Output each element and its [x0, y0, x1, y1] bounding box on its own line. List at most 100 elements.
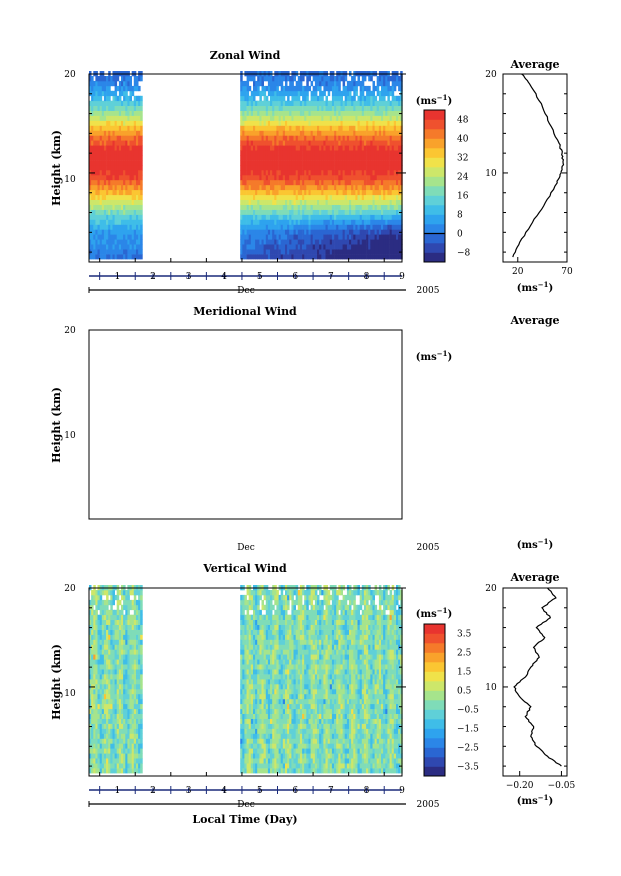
heatmap-cell	[327, 234, 331, 240]
heatmap-cell	[400, 115, 403, 121]
heatmap-cell	[321, 80, 324, 87]
heatmap-cell	[133, 120, 137, 126]
heatmap-cell	[325, 204, 328, 210]
heatmap-cell	[99, 753, 103, 759]
heatmap-cell	[101, 209, 105, 215]
heatmap-cell	[99, 165, 103, 171]
heatmap-cell	[353, 76, 356, 82]
heatmap-cell	[327, 105, 331, 111]
heatmap-cell	[370, 120, 373, 126]
heatmap-cell	[370, 249, 373, 255]
heatmap-cell	[265, 95, 269, 102]
heatmap-cell	[285, 80, 288, 87]
heatmap-cell	[304, 145, 307, 151]
heatmap-cell	[323, 135, 326, 141]
heatmap-cell	[270, 184, 273, 191]
heatmap-cell	[125, 80, 128, 87]
heatmap-cell	[363, 224, 367, 230]
heatmap-cell	[289, 229, 292, 235]
heatmap-cell	[129, 624, 132, 630]
heatmap-cell	[242, 145, 245, 151]
heatmap-cell	[370, 254, 373, 260]
heatmap-cell	[368, 140, 371, 146]
heatmap-cell	[265, 135, 269, 141]
heatmap-cell	[378, 229, 382, 235]
heatmap-cell	[374, 115, 378, 121]
heatmap-cell	[280, 155, 284, 161]
heatmap-cell	[334, 165, 337, 171]
heatmap-cell	[363, 184, 367, 191]
heatmap-cell	[385, 115, 388, 121]
heatmap-cell	[93, 204, 96, 210]
heatmap-cell	[93, 768, 96, 774]
heatmap-cell	[250, 244, 254, 250]
heatmap-cell	[118, 629, 122, 635]
heatmap-cell	[255, 209, 258, 215]
heatmap-cell	[244, 624, 247, 630]
heatmap-cell	[91, 763, 94, 769]
heatmap-cell	[106, 659, 109, 665]
heatmap-cell	[351, 184, 354, 191]
heatmap-cell	[363, 179, 367, 186]
heatmap-cell	[276, 110, 279, 116]
heatmap-cell	[108, 95, 111, 102]
heatmap-cell	[319, 174, 322, 181]
heatmap-cell	[331, 95, 335, 102]
heatmap-cell	[99, 604, 103, 611]
x-tick-label: 6	[292, 272, 298, 282]
heatmap-cell	[346, 170, 350, 176]
heatmap-cell	[244, 718, 247, 724]
heatmap-cell	[127, 95, 130, 102]
heatmap-cell	[263, 155, 267, 161]
heatmap-cell	[91, 703, 94, 710]
heatmap-cell	[110, 619, 113, 625]
heatmap-cell	[366, 229, 369, 235]
heatmap-cell	[349, 219, 352, 225]
heatmap-cell	[357, 219, 360, 225]
heatmap-cell	[95, 733, 98, 739]
heatmap-cell	[248, 659, 252, 665]
heatmap-cell	[116, 145, 120, 151]
heatmap-cell	[118, 199, 122, 205]
heatmap-cell	[110, 723, 113, 729]
heatmap-cell	[97, 639, 100, 645]
heatmap-cell	[368, 239, 371, 245]
heatmap-cell	[103, 85, 107, 92]
heatmap-cell	[95, 179, 98, 186]
heatmap-cell	[108, 204, 111, 210]
heatmap-cell	[106, 594, 109, 601]
heatmap-cell	[93, 599, 96, 606]
heatmap-cell	[353, 145, 356, 151]
heatmap-cell	[293, 76, 296, 82]
heatmap-cell	[244, 768, 247, 774]
heatmap-cell	[351, 249, 354, 255]
heatmap-cell	[267, 179, 271, 186]
heatmap-cell	[344, 189, 348, 196]
heatmap-cell	[250, 209, 254, 215]
heatmap-cell	[244, 604, 247, 611]
heatmap-cell	[257, 224, 260, 230]
heatmap-cell	[253, 120, 256, 126]
heatmap-cell	[265, 239, 269, 245]
heatmap-cell	[344, 219, 348, 225]
heatmap-cell	[259, 145, 262, 151]
heatmap-cell	[103, 150, 107, 156]
heatmap-cell	[396, 165, 399, 171]
heatmap-cell	[368, 150, 371, 156]
heatmap-cell	[259, 76, 262, 82]
heatmap-cell	[285, 130, 288, 136]
heatmap-cell	[372, 105, 375, 111]
heatmap-cell	[244, 649, 247, 655]
heatmap-cell	[276, 229, 279, 235]
heatmap-cell	[133, 748, 137, 754]
heatmap-cell	[244, 684, 247, 690]
heatmap-cell	[336, 194, 339, 200]
heatmap-cell	[242, 80, 245, 87]
heatmap-cell	[131, 728, 135, 734]
heatmap-cell	[240, 703, 243, 710]
heatmap-cell	[244, 659, 247, 665]
heatmap-cell	[280, 189, 284, 196]
heatmap-cell	[310, 155, 314, 161]
heatmap-cell	[274, 105, 277, 111]
heatmap-cell	[103, 110, 107, 116]
